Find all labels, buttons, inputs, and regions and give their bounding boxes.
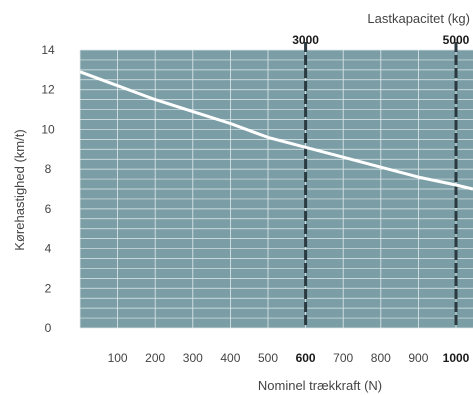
x-tick-label: 200 xyxy=(145,351,165,365)
y-tick-label: 2 xyxy=(45,281,52,295)
top-tick-label: 3000 xyxy=(292,33,319,47)
y-axis-label: Kørehastighed (km/t) xyxy=(12,129,27,250)
y-tick-label: 6 xyxy=(45,202,52,216)
top-axis-label: Lastkapacitet (kg) xyxy=(367,11,470,26)
top-axis-ticks: 3000 5000 xyxy=(292,33,469,47)
x-tick-label: 300 xyxy=(183,351,203,365)
y-tick-label: 14 xyxy=(41,43,55,57)
y-tick-label: 10 xyxy=(41,122,55,136)
y-tick-label: 0 xyxy=(45,321,52,335)
x-tick-label: 500 xyxy=(258,351,278,365)
top-tick-label: 5000 xyxy=(443,33,470,47)
x-tick-label: 800 xyxy=(371,351,391,365)
x-tick-label: 100 xyxy=(108,351,128,365)
x-tick-label: 600 xyxy=(296,351,316,365)
y-tick-label: 8 xyxy=(45,162,52,176)
y-axis-ticks: 0 2 4 6 8 10 12 14 xyxy=(41,43,55,335)
x-tick-label: 1000 xyxy=(443,351,470,365)
x-axis-label: Nominel trækkraft (N) xyxy=(258,378,382,393)
x-tick-label: 700 xyxy=(333,351,353,365)
x-tick-label: 400 xyxy=(220,351,240,365)
x-tick-label: 900 xyxy=(408,351,428,365)
x-axis-ticks: 100 200 300 400 500 600 700 800 900 1000 xyxy=(108,351,470,365)
y-tick-label: 12 xyxy=(41,83,55,97)
y-tick-label: 4 xyxy=(45,242,52,256)
